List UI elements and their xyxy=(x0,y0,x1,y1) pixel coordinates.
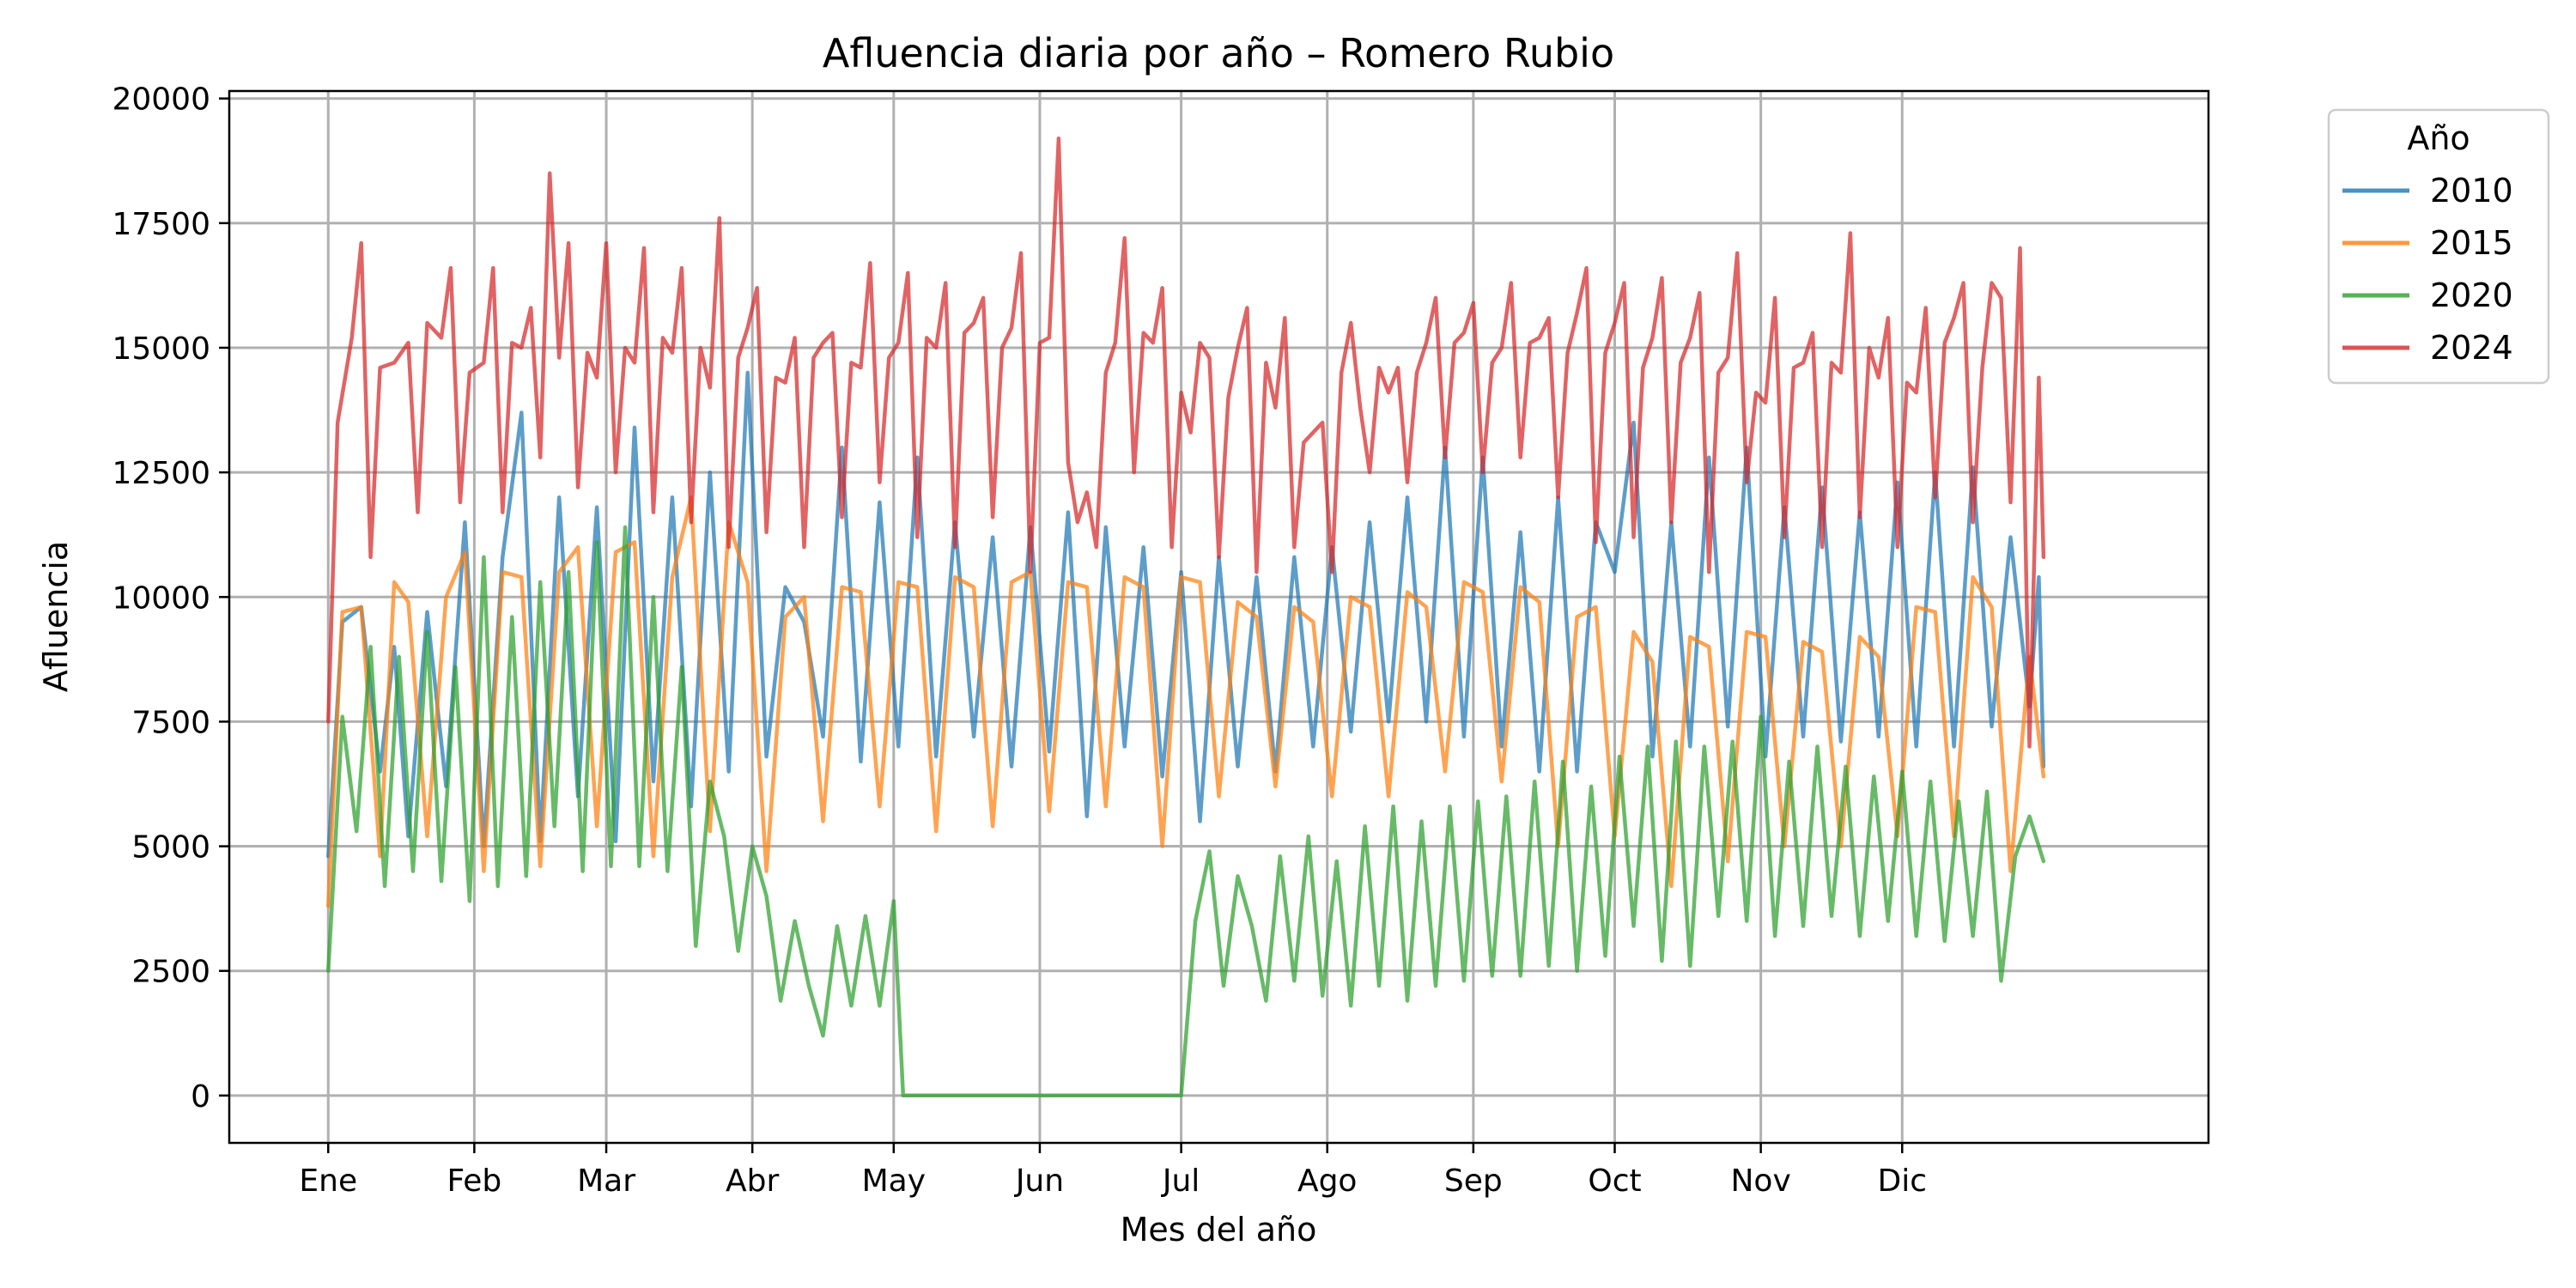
series-layer xyxy=(326,136,2046,1098)
legend-label-2010: 2010 xyxy=(2430,172,2513,210)
legend-box xyxy=(2327,108,2550,385)
y-tick-label: 12500 xyxy=(112,456,210,491)
legend-label-2020: 2020 xyxy=(2430,276,2513,314)
legend-items: 2010 2015 2020 2024 xyxy=(2342,172,2513,367)
x-tick-label: Jul xyxy=(1161,1163,1200,1199)
chart-title: Afluencia diaria por año – Romero Rubio xyxy=(823,30,1614,76)
x-tick-label: Sep xyxy=(1444,1163,1503,1199)
legend-label-2015: 2015 xyxy=(2430,224,2513,262)
y-tick-label: 7500 xyxy=(131,705,210,740)
x-tick-label: Mar xyxy=(577,1163,635,1199)
x-tick-label: Ago xyxy=(1297,1163,1358,1199)
legend-label-2024: 2024 xyxy=(2430,329,2513,367)
legend: Año 2010 2015 2020 2024 xyxy=(2327,108,2550,385)
y-tick-label: 15000 xyxy=(112,331,210,367)
series-line-2020 xyxy=(326,525,2046,1098)
x-axis-title: Mes del año xyxy=(1121,1211,1317,1249)
x-tick-label: Oct xyxy=(1588,1163,1641,1199)
x-tick-label: Jun xyxy=(1014,1163,1064,1199)
y-tick-label: 17500 xyxy=(112,207,210,242)
series-line-2024 xyxy=(326,136,2046,749)
y-axis-title: Afluencia xyxy=(37,541,75,692)
y-tick-label: 10000 xyxy=(112,580,210,616)
plot-frame xyxy=(228,89,2210,1145)
y-ticks: 0 2500 5000 7500 10000 12500 15000 17500 20000 xyxy=(112,82,229,1115)
grid-layer xyxy=(229,91,2208,1143)
series-line-2015 xyxy=(326,495,2046,908)
y-tick-label: 2500 xyxy=(131,955,210,990)
x-tick-label: Ene xyxy=(299,1163,357,1199)
y-tick-label: 0 xyxy=(191,1079,210,1115)
x-tick-label: Abr xyxy=(726,1163,779,1199)
x-tick-label: Dic xyxy=(1878,1163,1928,1199)
x-ticks: Ene Feb Mar Abr May Jun Jul Ago Sep Oct Nov Dic xyxy=(299,1143,1927,1199)
y-tick-label: 5000 xyxy=(131,830,210,866)
y-tick-label: 20000 xyxy=(112,82,210,118)
legend-title: Año xyxy=(2407,119,2470,157)
x-tick-label: Nov xyxy=(1730,1163,1790,1199)
x-tick-label: Feb xyxy=(447,1163,502,1199)
x-tick-label: May xyxy=(862,1163,926,1199)
